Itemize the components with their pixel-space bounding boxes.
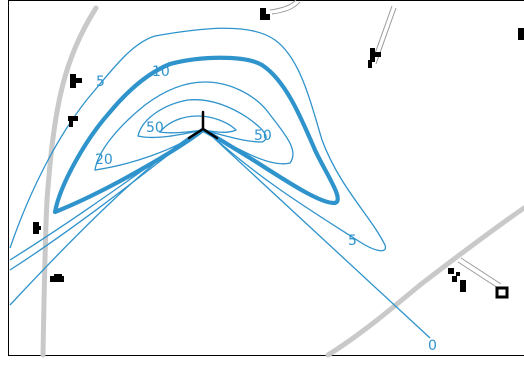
map-frame — [8, 0, 524, 356]
building — [70, 74, 82, 88]
contour-label-0: 0 — [428, 338, 437, 354]
contour-5 — [9, 27, 387, 261]
contour-label-50-right: 50 — [254, 128, 272, 144]
contour-0-right — [202, 127, 431, 339]
road-southeast — [325, 205, 524, 358]
contour-50-outer — [137, 99, 267, 143]
contour-label-5-right: 5 — [348, 233, 357, 249]
contour-50-inner — [158, 115, 238, 134]
contour-label-10: 10 — [152, 64, 170, 80]
building — [368, 48, 381, 68]
building — [448, 268, 466, 292]
building — [33, 222, 41, 234]
building — [50, 274, 64, 282]
wind-turbine-icon — [187, 110, 219, 140]
building — [260, 8, 270, 20]
contour-label-5-left: 5 — [96, 74, 105, 90]
track-east — [457, 257, 502, 289]
building — [518, 28, 524, 40]
building — [68, 116, 78, 127]
road-west — [40, 5, 99, 358]
contour-label-50-left: 50 — [146, 120, 164, 136]
track-top — [269, 0, 301, 15]
building — [495, 286, 509, 299]
contour-label-20: 20 — [95, 152, 113, 168]
